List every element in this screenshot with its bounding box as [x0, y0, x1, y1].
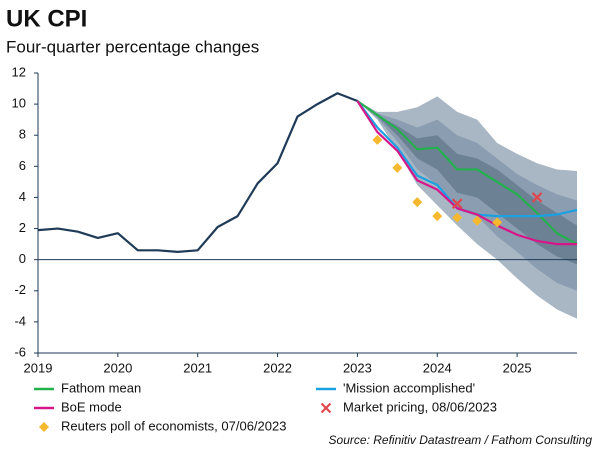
y-tick-label: -2 [14, 282, 26, 297]
x-tick-label: 2024 [423, 360, 452, 375]
x-tick-label: 2019 [24, 360, 53, 375]
x-tick-label: 2025 [503, 360, 532, 375]
x-tick-label: 2022 [263, 360, 292, 375]
legend-label: Market pricing, 08/06/2023 [343, 399, 497, 414]
chart-title: UK CPI [6, 5, 87, 32]
y-tick-label: -4 [14, 313, 26, 328]
legend-label: Fathom mean [61, 380, 141, 395]
diamond-marker [392, 162, 403, 173]
legend-label: BoE mode [61, 399, 122, 414]
y-tick-label: 4 [19, 189, 26, 204]
y-tick-label: 0 [19, 251, 26, 266]
diamond-marker [492, 217, 503, 228]
y-tick-label: 6 [19, 158, 26, 173]
cross-marker [531, 192, 543, 203]
legend-label: 'Mission accomplished' [343, 380, 475, 395]
x-tick-label: 2020 [103, 360, 132, 375]
diamond-marker [432, 211, 443, 222]
y-tick-label: 2 [19, 220, 26, 235]
y-tick-label: 8 [19, 127, 26, 142]
x-tick-label: 2021 [183, 360, 212, 375]
diamond-marker [472, 215, 483, 226]
series-line [356, 100, 577, 246]
series-line [37, 92, 358, 253]
diamond-marker [39, 422, 49, 432]
diamond-marker [372, 134, 383, 145]
diamond-marker [452, 212, 463, 223]
x-tick-label: 2023 [343, 360, 372, 375]
cross-marker [451, 198, 463, 209]
diamond-marker [412, 197, 423, 208]
chart-subtitle: Four-quarter percentage changes [6, 37, 259, 56]
legend-label: Reuters poll of economists, 07/06/2023 [61, 418, 286, 433]
y-tick-label: -6 [14, 344, 26, 359]
y-tick-label: 12 [12, 64, 26, 79]
fan-band [357, 101, 577, 265]
y-tick-label: 10 [12, 96, 26, 111]
source: Source: Refinitiv Datastream / Fathom Co… [329, 433, 593, 447]
cross-marker [320, 402, 332, 414]
